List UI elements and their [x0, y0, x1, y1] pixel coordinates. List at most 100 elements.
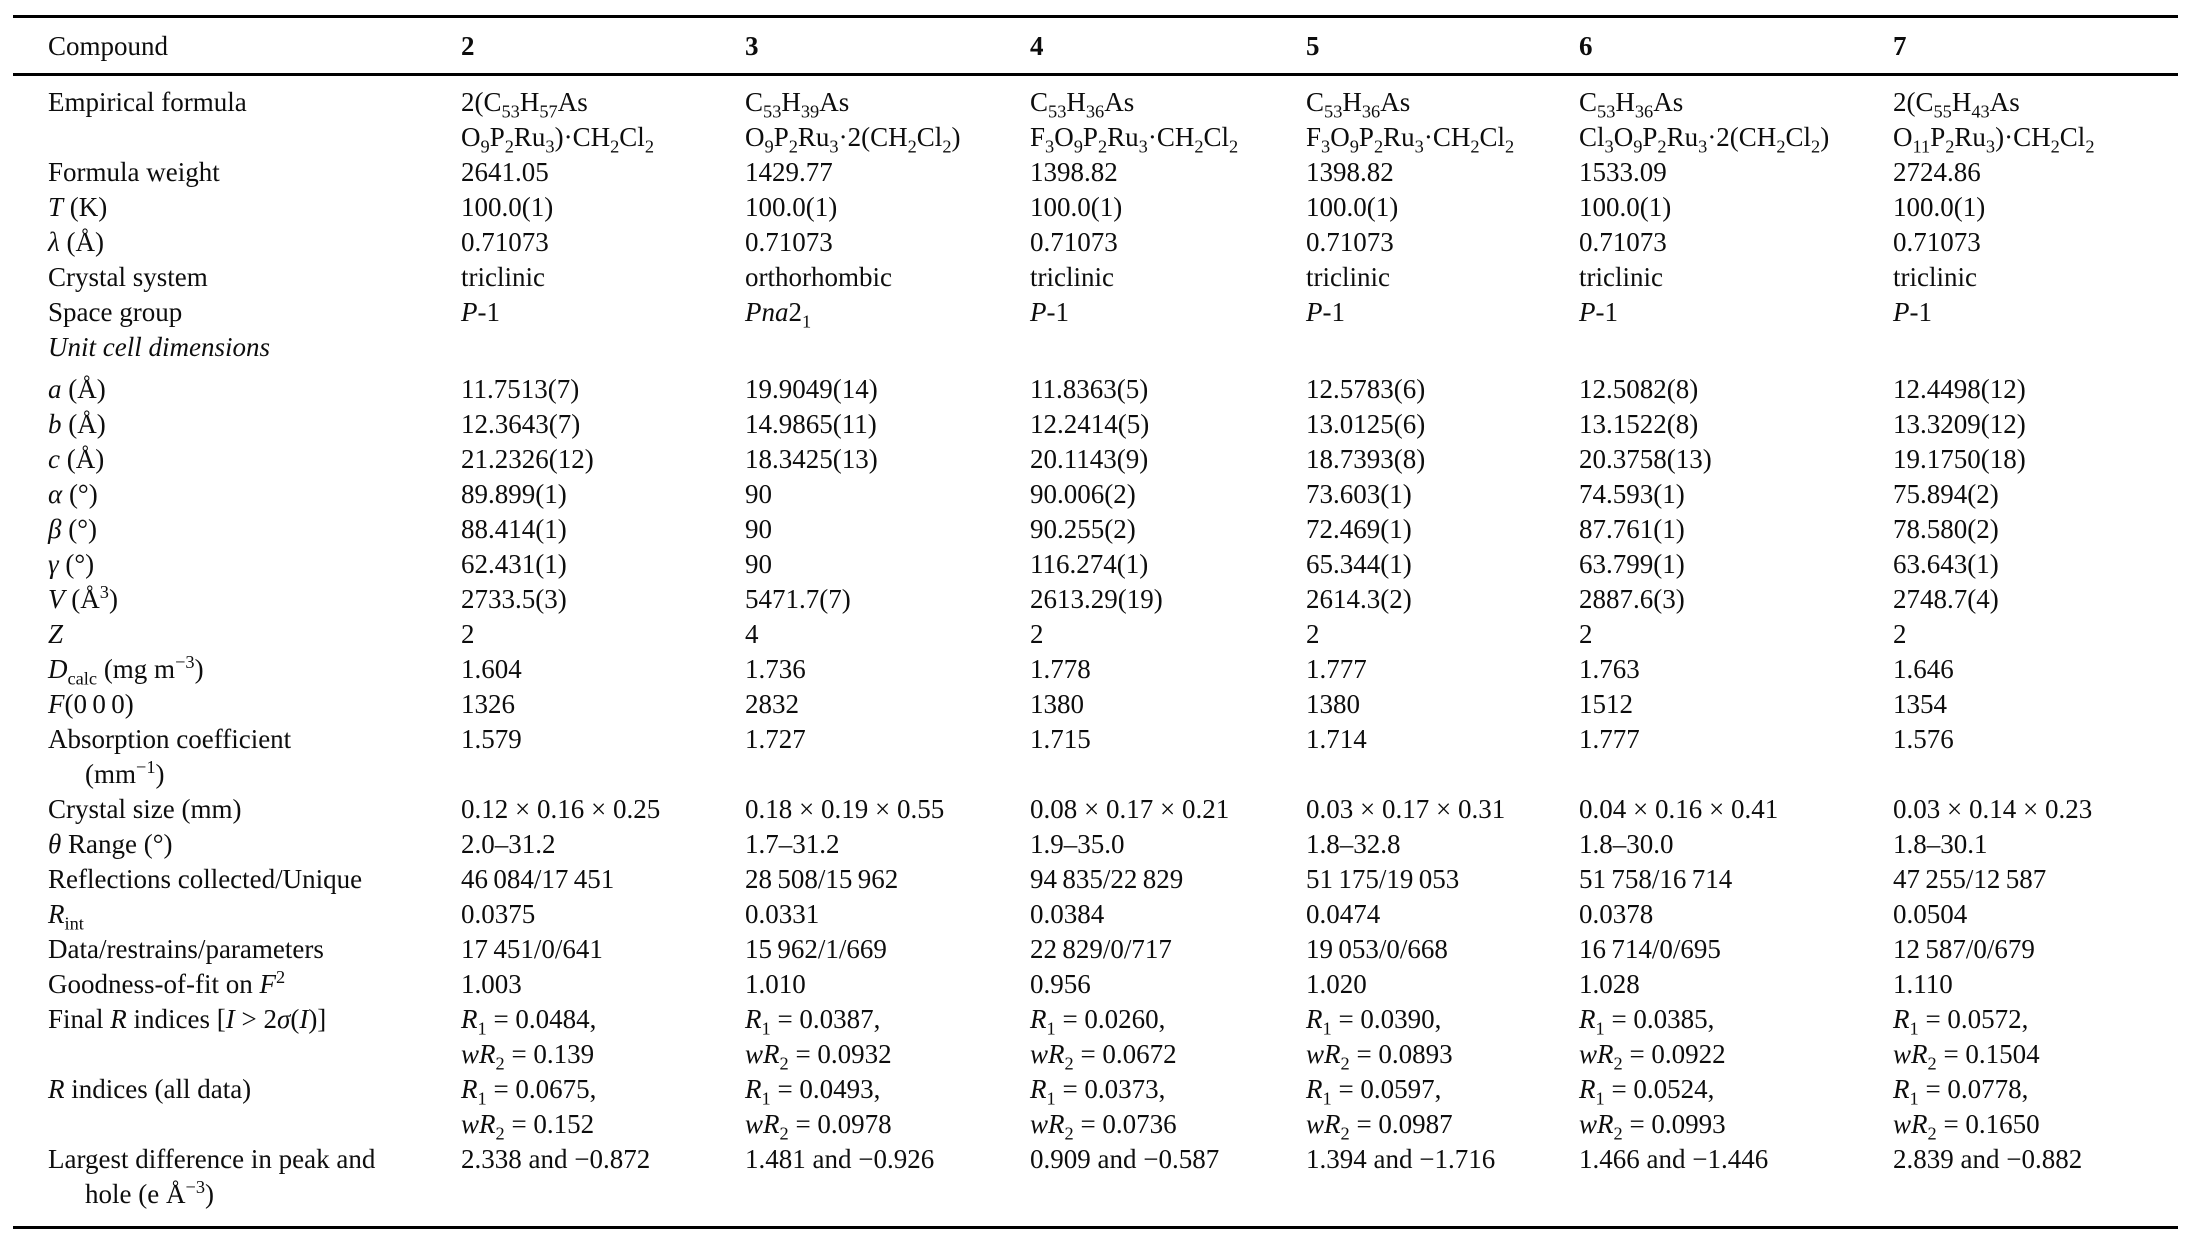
cell: 13.0125(6) — [1306, 409, 1426, 439]
cell: 1.777 — [1306, 654, 1367, 684]
cell: 2 — [1030, 619, 1044, 649]
table-row: Goodness-of-fit on F2 1.003 1.010 0.956 1.02… — [13, 967, 2178, 1002]
header-row: Compound 2 3 4 5 6 7 — [13, 16, 2178, 76]
table-row: Dcalc (mg m−3) 1.604 1.736 1.778 1.777 1.763 1… — [13, 652, 2178, 689]
row-label: α (°) — [48, 479, 98, 509]
cell: 2733.5(3) — [461, 584, 567, 614]
row-label: Unit cell dimensions — [48, 332, 270, 362]
cell: 2.0–31.2 — [461, 829, 556, 859]
cell: 72.469(1) — [1306, 514, 1412, 544]
table-row: Z 2 4 2 2 2 2 — [13, 617, 2178, 652]
cell: C53H36As Cl3O9P2Ru3·2(CH2Cl2) — [1579, 87, 1830, 157]
table-row: b (Å) 12.3643(7) 14.9865(11) 12.2414(5) 13.0… — [13, 407, 2178, 442]
table-row: V (Å3) 2733.5(3) 5471.7(7) 2613.29(19) 2614.… — [13, 582, 2178, 617]
cell: 100.0(1) — [1306, 192, 1399, 222]
cell: 0.0378 — [1579, 899, 1654, 929]
cell: 17 451/0/641 — [461, 934, 603, 964]
row-label: b (Å) — [48, 409, 106, 439]
cell: triclinic — [461, 262, 545, 292]
cell: 20.1143(9) — [1030, 444, 1149, 474]
cell: 11.7513(7) — [461, 374, 580, 404]
cell: 51 175/19 053 — [1306, 864, 1460, 894]
cell: 0.08 × 0.17 × 0.21 — [1030, 794, 1230, 824]
cell: 65.344(1) — [1306, 549, 1412, 579]
cell: 0.71073 — [1579, 227, 1667, 257]
cell: P-1 — [1579, 297, 1618, 327]
table-row: Crystal size (mm) 0.12 × 0.16 × 0.25 0.18 … — [13, 792, 2178, 827]
cell: 4 — [745, 619, 759, 649]
cell: P-1 — [1893, 297, 1932, 327]
cell: 94 835/22 829 — [1030, 864, 1184, 894]
column-header-7: 7 — [1893, 16, 2178, 76]
row-label: λ (Å) — [48, 227, 104, 257]
cell: 22 829/0/717 — [1030, 934, 1172, 964]
cell: 2641.05 — [461, 157, 549, 187]
cell: 2613.29(19) — [1030, 584, 1163, 614]
cell: 0.909 and −0.587 — [1030, 1144, 1220, 1174]
cell: 100.0(1) — [745, 192, 838, 222]
cell: 1.8–30.0 — [1579, 829, 1674, 859]
cell: 2887.6(3) — [1579, 584, 1685, 614]
cell: P-1 — [1306, 297, 1345, 327]
row-label: γ (°) — [48, 549, 95, 579]
cell — [1306, 330, 1579, 372]
cell: R1 = 0.0778, wR2 = 0.1650 — [1893, 1074, 2040, 1144]
cell: 87.761(1) — [1579, 514, 1685, 544]
row-label: V (Å3) — [48, 582, 118, 614]
cell: R1 = 0.0373, wR2 = 0.0736 — [1030, 1074, 1177, 1144]
cell: 0.71073 — [1306, 227, 1394, 257]
cell: 19 053/0/668 — [1306, 934, 1448, 964]
cell: 0.0384 — [1030, 899, 1105, 929]
cell: 2(C53H57As O9P2Ru3)·CH2Cl2 — [461, 87, 654, 157]
cell: 12.4498(12) — [1893, 374, 2026, 404]
cell: 1.714 — [1306, 724, 1367, 754]
cell: 16 714/0/695 — [1579, 934, 1721, 964]
row-label: Data/restrains/parameters — [48, 934, 324, 964]
table-row: Crystal system triclinic orthorhombic tricl… — [13, 260, 2178, 295]
cell: 1.579 — [461, 724, 522, 754]
row-label: Largest difference in peak and hole (e Å−… — [48, 1144, 376, 1209]
row-label: c (Å) — [48, 444, 105, 474]
cell: 0.0375 — [461, 899, 536, 929]
cell: 90 — [745, 514, 772, 544]
cell: 74.593(1) — [1579, 479, 1685, 509]
cell: Pna21 — [745, 297, 812, 332]
cell: 0.03 × 0.14 × 0.23 — [1893, 794, 2093, 824]
cell: C53H36As F3O9P2Ru3·CH2Cl2 — [1306, 87, 1515, 157]
cell: 90.255(2) — [1030, 514, 1136, 544]
cell: 63.799(1) — [1579, 549, 1685, 579]
cell: 12.5783(6) — [1306, 374, 1426, 404]
cell: 1.7–31.2 — [745, 829, 840, 859]
row-label: Dcalc (mg m−3) — [48, 652, 204, 689]
cell: 14.9865(11) — [745, 409, 877, 439]
cell: triclinic — [1306, 262, 1390, 292]
cell: 0.71073 — [745, 227, 833, 257]
cell: 2 — [461, 619, 475, 649]
cell: 1.8–32.8 — [1306, 829, 1401, 859]
cell: 2832 — [745, 689, 799, 719]
cell: 46 084/17 451 — [461, 864, 615, 894]
cell: 2 — [1893, 619, 1907, 649]
cell: 1512 — [1579, 689, 1633, 719]
cell: 0.03 × 0.17 × 0.31 — [1306, 794, 1506, 824]
cell: 5471.7(7) — [745, 584, 851, 614]
row-label: Absorption coefficient (mm−1) — [48, 724, 292, 789]
row-label: Space group — [48, 297, 183, 327]
cell: P-1 — [461, 297, 500, 327]
cell: 1398.82 — [1306, 157, 1394, 187]
cell: 1.9–35.0 — [1030, 829, 1125, 859]
table-row: Empirical formula 2(C53H57As O9P2Ru3)·CH2C… — [13, 75, 2178, 156]
cell: R1 = 0.0524, wR2 = 0.0993 — [1579, 1074, 1726, 1144]
cell: 116.274(1) — [1030, 549, 1149, 579]
cell: 1.727 — [745, 724, 806, 754]
cell: 1.010 — [745, 969, 806, 999]
table-row: Unit cell dimensions — [13, 330, 2178, 372]
cell: 1380 — [1030, 689, 1084, 719]
cell: 1429.77 — [745, 157, 833, 187]
cell: 1.028 — [1579, 969, 1640, 999]
cell: 2 — [1306, 619, 1320, 649]
cell: 88.414(1) — [461, 514, 567, 544]
cell: 2.839 and −0.882 — [1893, 1144, 2083, 1174]
cell — [745, 330, 1030, 372]
cell: 1.020 — [1306, 969, 1367, 999]
